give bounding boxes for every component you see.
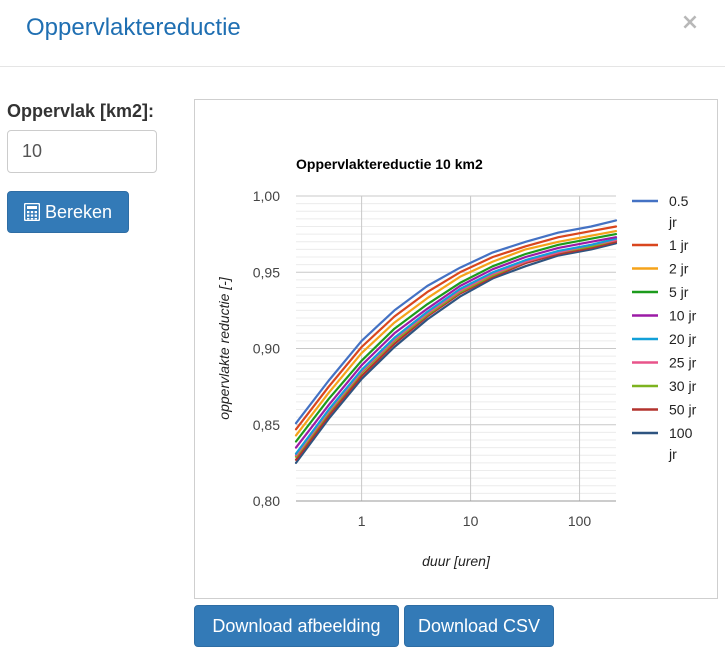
download-csv-button[interactable]: Download CSV	[404, 605, 554, 647]
series-line	[294, 236, 618, 449]
series-line	[294, 219, 618, 425]
legend-label: 2 jr	[669, 261, 689, 277]
close-button[interactable]: ×	[680, 10, 700, 35]
y-tick-label: 0,90	[253, 341, 280, 357]
reduction-chart: Oppervlaktereductie 10 km2 0,80 0,85 0,90 0,…	[216, 156, 697, 569]
y-axis-label: oppervlakte reductie [-]	[216, 276, 232, 420]
legend-label: jr	[668, 214, 677, 230]
legend-label: jr	[668, 446, 677, 462]
x-tick-label: 1	[358, 513, 366, 529]
area-label: Oppervlak [km2]:	[7, 101, 155, 121]
legend-label: 1 jr	[669, 237, 689, 253]
series-line	[294, 242, 618, 464]
legend-label: 25 jr	[669, 355, 697, 371]
calculator-icon	[23, 203, 40, 221]
legend-label: 20 jr	[669, 331, 697, 347]
legend-label: 10 jr	[669, 308, 697, 324]
series-line	[294, 240, 618, 461]
series-line	[294, 230, 618, 437]
x-tick-label: 100	[568, 513, 592, 529]
y-tick-label: 1,00	[253, 188, 280, 204]
x-axis-label: duur [uren]	[422, 553, 491, 569]
y-tick-label: 0,80	[253, 493, 280, 509]
calculate-button[interactable]: Bereken	[7, 191, 129, 233]
series-line	[294, 237, 618, 455]
series-line	[294, 233, 618, 443]
legend-label: 50 jr	[669, 402, 697, 418]
modal-header: Oppervlaktereductie ×	[0, 0, 725, 67]
chart-title: Oppervlaktereductie 10 km2	[296, 156, 483, 172]
chart-panel: Oppervlaktereductie 10 km2 0,80 0,85 0,90 0,…	[194, 99, 718, 599]
download-image-button[interactable]: Download afbeelding	[194, 605, 399, 647]
legend-label: 100	[669, 425, 693, 441]
calculate-button-label: Bereken	[44, 201, 113, 222]
y-tick-label: 0,95	[253, 264, 280, 280]
y-tick-label: 0,85	[253, 417, 280, 433]
series-line	[294, 225, 618, 431]
legend-label: 30 jr	[669, 378, 697, 394]
legend-label: 0.5	[669, 193, 689, 209]
area-input[interactable]	[7, 130, 157, 173]
modal-title: Oppervlaktereductie	[26, 14, 241, 41]
legend-label: 5 jr	[669, 284, 689, 300]
x-tick-label: 10	[463, 513, 479, 529]
